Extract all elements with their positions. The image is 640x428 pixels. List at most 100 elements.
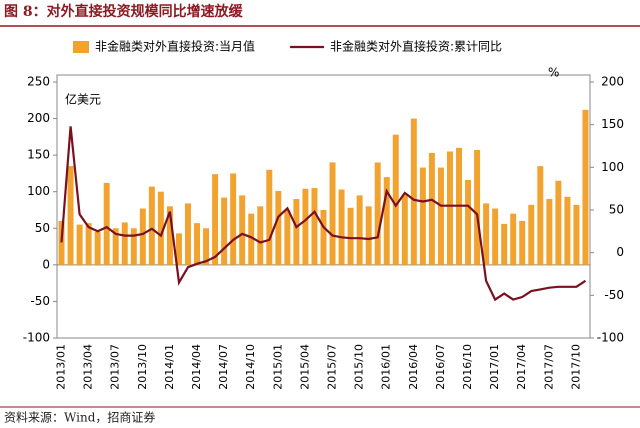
bar [85, 223, 92, 265]
y2-tick-label: 100 [601, 160, 624, 174]
x-tick-label: 2014/10 [244, 344, 257, 390]
x-tick-label: 2013/10 [136, 344, 149, 390]
bar [284, 210, 291, 265]
legend-swatch [73, 41, 89, 53]
x-tick-label: 2016/04 [407, 344, 420, 390]
bar [185, 203, 191, 265]
source: 资料来源：Wind，招商证券 [4, 410, 155, 425]
bar [130, 228, 137, 265]
x-tick-label: 2015/07 [326, 344, 339, 390]
x-tick-label: 2014/01 [163, 344, 176, 390]
bar [555, 180, 562, 265]
bar [338, 189, 345, 265]
plot-frame [56, 74, 591, 339]
y2-tick-label: -100 [597, 331, 624, 345]
y-tick-label: 150 [27, 148, 50, 162]
x-tick-label: 2014/04 [190, 344, 203, 390]
x-tick-label: 2016/07 [434, 344, 447, 390]
bar [356, 195, 363, 265]
bar [573, 204, 580, 265]
bar [564, 196, 571, 265]
y2-tick-label: 0 [616, 245, 624, 259]
bar [302, 188, 309, 265]
x-tick-label: 2016/10 [461, 344, 474, 390]
bar [465, 180, 472, 265]
x-tick-label: 2013/01 [55, 344, 68, 390]
y-tick-label: -100 [23, 331, 50, 345]
bar [437, 167, 444, 265]
legend-label: 非金融类对外直接投资:当月值 [95, 39, 255, 54]
y-tick-label: 250 [27, 75, 50, 89]
bar [257, 206, 264, 265]
x-tick-label: 2017/07 [542, 344, 555, 390]
bar [474, 150, 481, 265]
bar [365, 206, 372, 265]
bar [383, 177, 390, 265]
x-tick-label: 2015/04 [298, 344, 311, 390]
bar [203, 228, 210, 265]
bar [248, 213, 255, 265]
y-tick-label: 0 [42, 257, 50, 271]
x-tick-label: 2017/04 [515, 344, 528, 390]
bar [419, 167, 426, 265]
bar [401, 194, 408, 265]
y-tick-label: 200 [27, 111, 50, 125]
x-tick-label: 2014/07 [217, 344, 230, 390]
y2-tick-label: -50 [604, 288, 624, 302]
bar [329, 162, 336, 265]
bar [266, 169, 273, 265]
x-tick-label: 2013/07 [109, 344, 122, 390]
x-tick-label: 2016/01 [380, 344, 393, 390]
y-unit: 亿美元 [65, 92, 101, 107]
bar [166, 206, 173, 265]
bar [194, 223, 201, 265]
bar [483, 203, 490, 265]
y2-tick-label: 150 [601, 117, 624, 131]
bar [347, 207, 354, 265]
bar [76, 224, 83, 265]
bar [157, 191, 164, 265]
y-tick-label: 100 [27, 184, 50, 198]
y2-tick-label: 50 [609, 203, 624, 217]
bar [392, 134, 399, 265]
x-tick-label: 2017/01 [488, 344, 501, 390]
bar [239, 195, 246, 265]
y-tick-label: 50 [35, 221, 50, 235]
x-tick-label: 2013/04 [82, 344, 95, 390]
bar [446, 151, 453, 265]
bar [94, 231, 101, 265]
bar [519, 220, 526, 265]
y2-unit: % [548, 66, 559, 80]
bar [410, 118, 417, 265]
legend-label: 非金融类对外直接投资:累计同比 [330, 39, 502, 54]
bar [212, 174, 219, 265]
bar [230, 173, 237, 265]
bar [492, 208, 499, 265]
x-tick-label: 2015/01 [271, 344, 284, 390]
bar [311, 188, 318, 265]
bar [67, 166, 74, 265]
bar [582, 109, 589, 265]
line [60, 126, 587, 302]
bar [320, 210, 327, 265]
bar [58, 220, 65, 265]
bar [528, 204, 535, 265]
bar [175, 233, 182, 265]
bar [428, 152, 435, 265]
bar [546, 199, 553, 265]
bar [221, 197, 228, 265]
bar [374, 162, 381, 265]
chart-title: 图 8：对外直接投资规模同比增速放缓 [4, 3, 244, 20]
y-tick-label: -50 [30, 294, 50, 308]
bar [121, 222, 128, 265]
bar [293, 199, 300, 265]
bar [275, 190, 282, 265]
bar [139, 208, 146, 265]
bar [103, 182, 110, 265]
y2-tick-label: 200 [601, 75, 624, 89]
bar [501, 223, 508, 265]
bar [148, 186, 155, 265]
bar [510, 213, 517, 265]
bar [112, 228, 119, 265]
